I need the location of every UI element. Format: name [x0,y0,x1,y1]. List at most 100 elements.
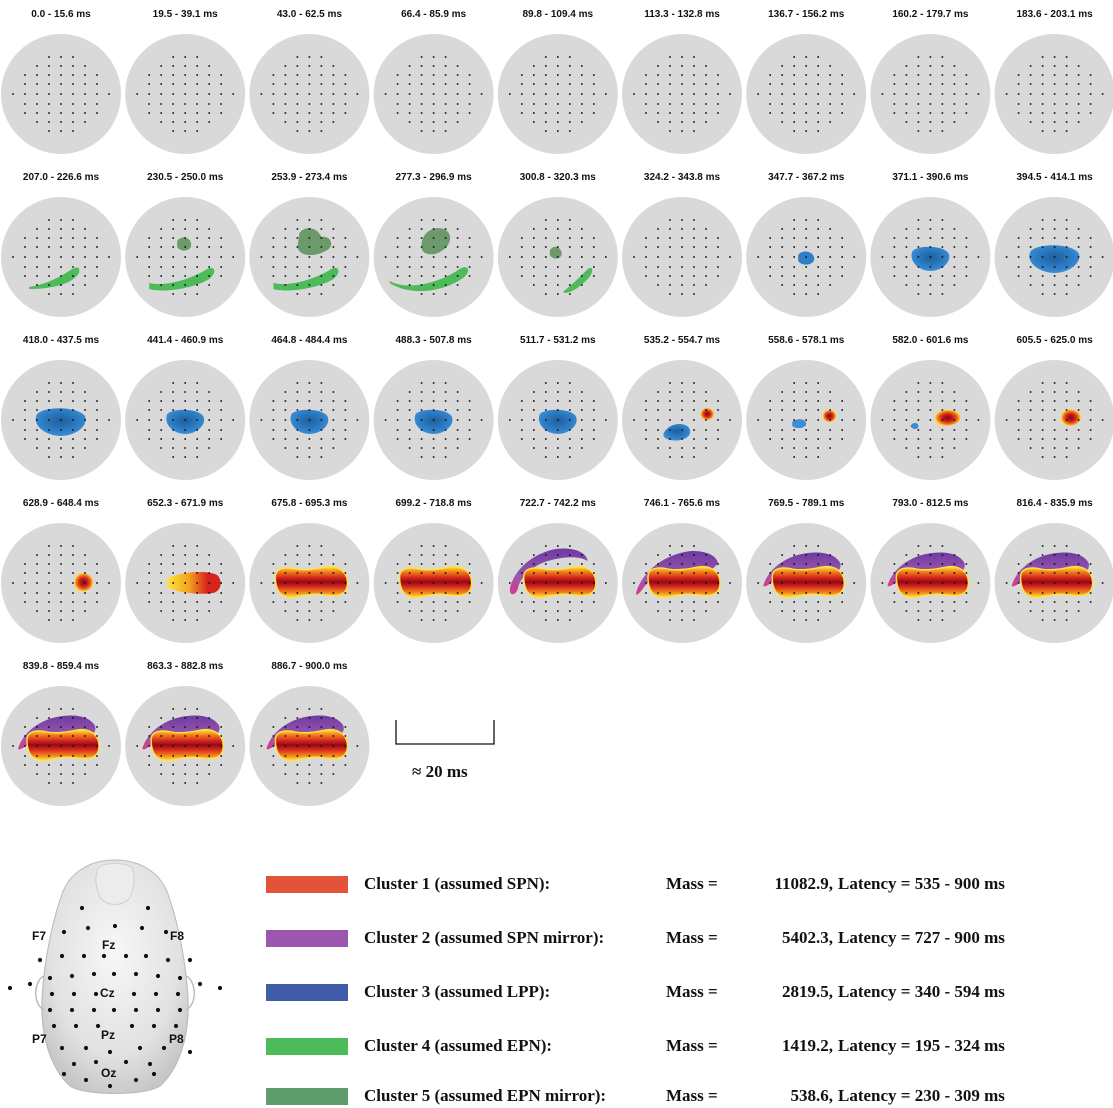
electrode-dot [645,74,647,76]
electrode-dot [953,554,956,556]
electrode-dot [208,103,210,105]
electrode-dots [260,545,359,621]
electrode-dot [769,400,771,402]
electrode-dot [817,391,819,393]
electrode-dot [953,438,956,440]
electrode-dot [420,592,423,594]
electrode-dot [160,601,162,603]
electrode-dot [917,619,920,621]
electrode-dot [781,438,783,440]
electrode-dot [1005,256,1008,258]
electrode-dot [669,74,671,76]
electrode-dot [308,419,311,421]
electrode-dot [805,592,807,594]
electrode-dot [160,726,162,728]
electrode-dot [581,83,583,85]
legend-row: Cluster 5 (assumed EPN mirror): Mass = 5… [266,1084,1005,1108]
electrode-dot [693,610,695,612]
electrode-dot [72,447,74,449]
electrode-dot [220,582,222,584]
electrode-dot [161,1045,167,1051]
electrode-dot [941,409,944,411]
electrode-dot [941,563,944,565]
electrode-dot [296,717,299,719]
electrode-dot [1065,284,1068,286]
electrode-dot [96,438,98,440]
electrode-dot [1089,400,1092,402]
electrode-dot [717,246,719,248]
electrode-dot [941,275,944,277]
electrode-dot [172,400,174,402]
electrode-dot [444,438,447,440]
electrode-dot [793,572,795,574]
electrode-dot [569,554,571,556]
electrode-dot [1041,447,1044,449]
topomap-panel: 769.5 - 789.1 ms [746,498,867,643]
electrode-dot [160,572,162,574]
electrode-dot [965,246,968,248]
electrode-dot [184,563,186,565]
electrode-dot [521,93,523,95]
electrode-dot [48,382,50,384]
electrode-dot [657,112,659,114]
electrode-dot [320,65,323,67]
cluster-blob [910,423,919,429]
electrode-dot [456,121,459,123]
time-window-label: 19.5 - 39.1 ms [153,9,218,20]
electrode-dot [148,572,150,574]
electrode-dot [1077,447,1080,449]
electrode-dot [965,112,968,114]
electrode-dot [793,228,795,230]
electrode-dot [1089,103,1092,105]
electrode-dot [953,228,956,230]
electrode-dot [208,275,210,277]
electrode-dot [432,256,435,258]
electrode-dot [175,991,181,997]
electrode-dot [905,592,908,594]
electrode-dot [905,74,908,76]
electrode-dot [320,708,323,710]
topomap-panel: 136.7 - 156.2 ms [746,9,867,154]
electrode-dot [569,582,571,584]
electrode-dot [905,601,908,603]
electrode-dot [160,610,162,612]
electrode-dot [717,409,719,411]
electrode-dot [308,65,311,67]
electrode-dot [657,65,659,67]
topomap-panel: 816.4 - 835.9 ms [994,498,1113,643]
electrode-dot [545,219,547,221]
electrode-dot [208,554,210,556]
electrode-dot [72,219,74,221]
electrode-dot [1041,409,1044,411]
electrode-dot [172,419,174,421]
electrode-dot [769,103,771,105]
electrode-dots [136,545,234,621]
electrode-dot [681,447,683,449]
electrode-dot [1029,256,1032,258]
electrode-dot [965,400,968,402]
electrode-dot [1017,103,1020,105]
electrode-dot [420,293,423,295]
electrode-dot [805,545,807,547]
electrode-dot [332,554,335,556]
electrode-dot [917,121,920,123]
electrode-dot [593,103,595,105]
electrode-dot [72,228,74,230]
electrode-dot [444,121,447,123]
time-window-label: 722.7 - 742.2 ms [520,498,597,509]
electrode-dot [284,409,287,411]
electrode-dot [160,764,162,766]
electrode-dot [705,237,707,239]
electrode-dot [781,409,783,411]
cluster-blob [763,552,841,587]
electrode-dot [136,93,138,95]
electrode-dot [769,74,771,76]
electrode-dot [420,93,423,95]
electrode-dot [84,103,86,105]
electrode-dot [657,447,659,449]
electrode-dot [96,764,98,766]
electrode-dot [456,65,459,67]
electrode-dot [793,400,795,402]
electrode-dot [356,745,359,747]
electrode-dot [769,438,771,440]
